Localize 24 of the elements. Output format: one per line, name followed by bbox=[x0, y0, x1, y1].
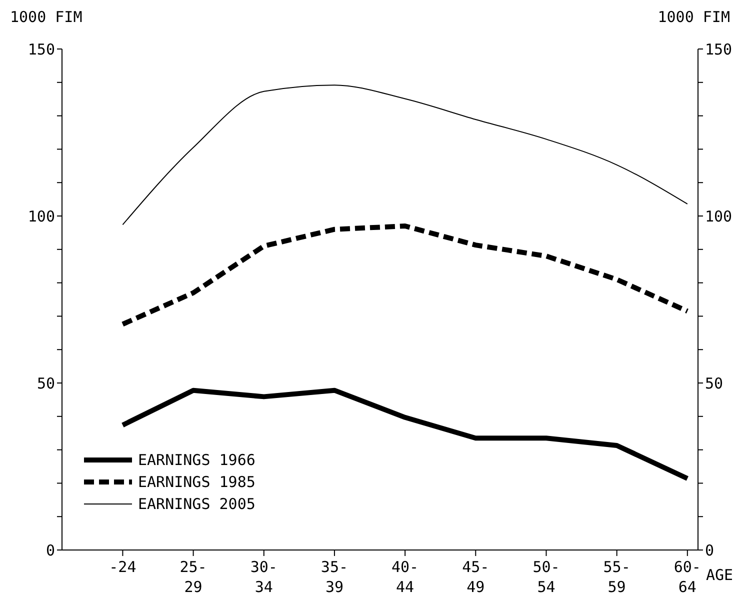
x-tick-label: 30- 34 bbox=[250, 558, 278, 596]
x-tick-label: 25- 29 bbox=[180, 558, 207, 596]
legend-label: EARNINGS 1966 bbox=[138, 451, 256, 469]
x-tick-label: 45- 49 bbox=[462, 558, 490, 596]
x-tick-label: 50- 54 bbox=[532, 558, 560, 596]
x-axis-title: AGE bbox=[706, 566, 734, 584]
y2-tick-label: 50 bbox=[705, 374, 724, 392]
y2-tick-label: 100 bbox=[705, 207, 732, 226]
legend-label: EARNINGS 1985 bbox=[138, 473, 256, 491]
y-tick-label: 50 bbox=[36, 374, 55, 392]
y-axis-title: 1000 FIM bbox=[10, 8, 82, 26]
x-tick-label: 40- 44 bbox=[392, 558, 419, 596]
y2-tick-label: 0 bbox=[705, 541, 714, 560]
x-tick-label: 60- 64 bbox=[674, 558, 701, 596]
x-tick-label: 55- 59 bbox=[603, 558, 630, 596]
y-tick-label: 100 bbox=[28, 207, 55, 226]
y-tick-label: 150 bbox=[28, 40, 55, 58]
line-series bbox=[122, 84, 688, 226]
legend-label: EARNINGS 2005 bbox=[138, 495, 256, 513]
x-tick-label: 35- 39 bbox=[320, 558, 348, 596]
y-tick-label: 0 bbox=[46, 541, 55, 560]
y2-axis-title: 1000 FIM bbox=[658, 8, 730, 26]
y2-tick-label: 150 bbox=[705, 40, 732, 58]
x-tick-label: -24 bbox=[109, 558, 136, 576]
